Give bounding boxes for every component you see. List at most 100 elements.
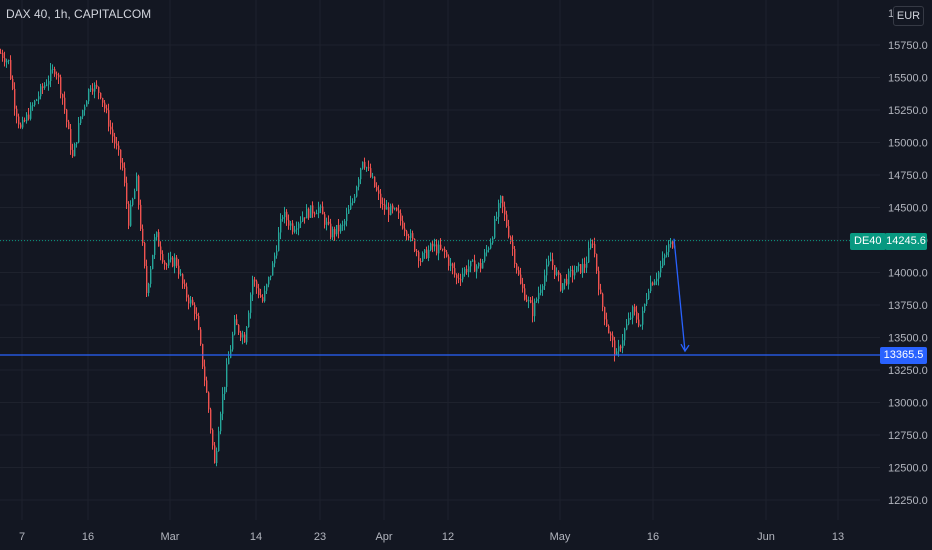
candle-body (572, 269, 574, 276)
candle-body (662, 258, 664, 267)
x-tick-label: 13 (832, 531, 844, 543)
candle-body (342, 224, 344, 226)
candle-body (36, 99, 38, 101)
candle-body (488, 248, 490, 250)
candle-body (504, 206, 506, 215)
candle-body (398, 210, 400, 214)
candle-body (142, 228, 144, 244)
candle-body (636, 311, 638, 320)
candle-body (374, 176, 376, 187)
candle-body (622, 340, 624, 349)
candle-body (236, 319, 238, 325)
candle-body (26, 114, 28, 122)
candle-body (296, 228, 298, 230)
x-tick-label: 12 (442, 531, 454, 543)
candle-body (116, 143, 118, 146)
candle-body (524, 288, 526, 300)
candle-body (12, 78, 14, 89)
candle-body (250, 294, 252, 313)
candle-body (470, 260, 472, 267)
candle-body (618, 346, 620, 352)
candle-body (606, 319, 608, 326)
candle-body (172, 257, 174, 267)
candle-body (66, 109, 68, 122)
candle-body (260, 295, 262, 298)
candle-body (340, 225, 342, 232)
candle-body (440, 244, 442, 249)
candle-body (484, 252, 486, 261)
candle-body (278, 232, 280, 251)
candle-body (494, 219, 496, 238)
candle-body (348, 209, 350, 214)
candle-body (668, 244, 670, 253)
candle-body (478, 263, 480, 267)
candle-body (54, 69, 56, 75)
y-tick-label: 13000.0 (888, 398, 928, 410)
candle-body (110, 126, 112, 130)
candle-body (370, 168, 372, 177)
y-tick-label: 14000.0 (888, 268, 928, 280)
candle-body (32, 105, 34, 107)
candle-body (62, 94, 64, 98)
candle-body (286, 211, 288, 221)
candle-body (658, 272, 660, 279)
candle-body (350, 202, 352, 210)
candle-body (542, 285, 544, 290)
candle-body (262, 297, 264, 302)
chart-grid (0, 0, 880, 520)
candle-body (284, 211, 286, 218)
candle-body (526, 299, 528, 302)
candle-body (396, 208, 398, 211)
candle-body (218, 431, 220, 451)
candle-body (96, 84, 98, 87)
candle-body (134, 190, 136, 199)
candle-body (128, 203, 130, 226)
projection-arrow (673, 238, 690, 353)
candle-body (516, 263, 518, 271)
candle-body (390, 205, 392, 216)
candle-body (378, 190, 380, 194)
candle-body (408, 236, 410, 238)
candle-body (512, 241, 514, 249)
candle-body (548, 261, 550, 265)
candle-body (560, 274, 562, 291)
candle-body (40, 86, 42, 97)
candle-body (246, 327, 248, 343)
candle-body (628, 318, 630, 325)
candle-body (16, 108, 18, 117)
candle-body (234, 319, 236, 335)
candle-body (322, 206, 324, 215)
candle-body (64, 97, 66, 110)
currency-button[interactable]: EUR (893, 6, 924, 26)
candle-body (530, 300, 532, 303)
candle-body (520, 274, 522, 284)
candle-body (42, 86, 44, 88)
candle-body (392, 205, 394, 209)
candle-body (226, 364, 228, 387)
y-tick-label: 15750.0 (888, 40, 928, 52)
candle-body (640, 324, 642, 326)
candle-body (316, 213, 318, 215)
candle-body (362, 161, 364, 169)
candle-body (256, 281, 258, 289)
candle-body (420, 260, 422, 262)
candle-body (252, 279, 254, 295)
candle-body (404, 228, 406, 232)
candle-body (446, 252, 448, 257)
candle-body (254, 279, 256, 282)
candle-body (30, 105, 32, 119)
candle-body (534, 301, 536, 317)
candle-body (102, 97, 104, 103)
candle-body (4, 58, 6, 63)
candle-body (232, 334, 234, 350)
candle-body (308, 208, 310, 218)
candle-body (300, 221, 302, 224)
y-tick-label: 14500.0 (888, 203, 928, 215)
candle-body (442, 248, 444, 250)
candle-body (386, 206, 388, 210)
candle-body (376, 186, 378, 191)
candle-body (122, 162, 124, 168)
candle-body (24, 119, 26, 122)
candle-body (174, 257, 176, 267)
